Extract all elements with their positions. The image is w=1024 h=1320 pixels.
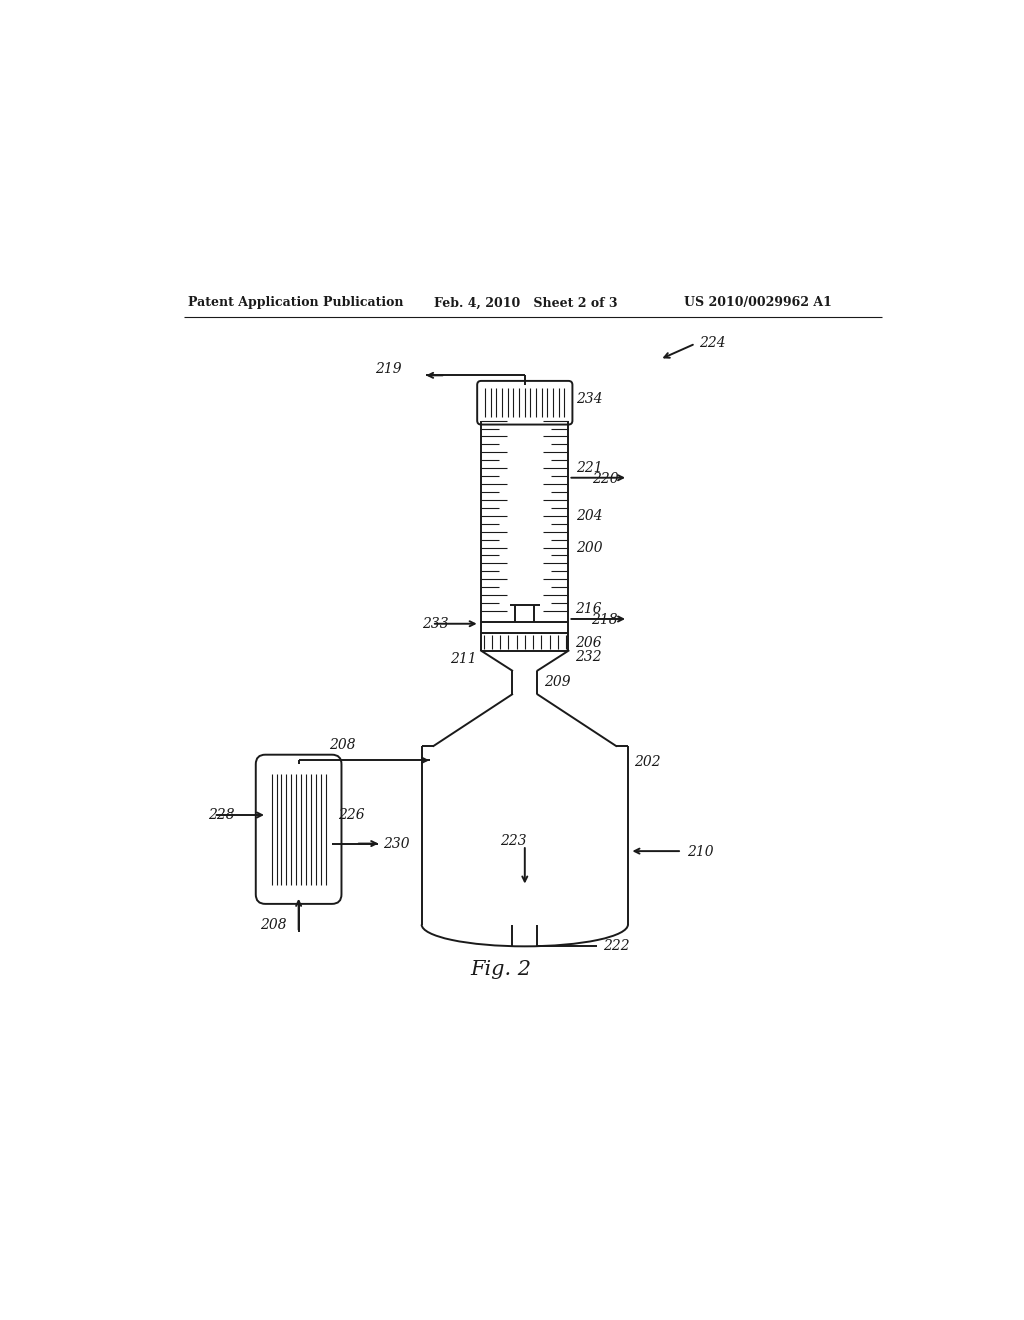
FancyBboxPatch shape [256,755,341,904]
Text: 223: 223 [500,834,526,849]
FancyBboxPatch shape [477,381,572,425]
Text: 200: 200 [577,541,603,556]
Text: 211: 211 [451,652,477,665]
Text: 218: 218 [591,612,617,627]
Text: 219: 219 [375,362,401,376]
Text: 221: 221 [577,461,603,475]
Text: 210: 210 [687,845,714,859]
Text: 228: 228 [208,808,234,822]
Text: Fig. 2: Fig. 2 [470,960,531,979]
Text: 208: 208 [329,738,355,752]
Text: 224: 224 [699,335,726,350]
Text: 204: 204 [577,508,603,523]
Text: 208: 208 [260,917,287,932]
Text: US 2010/0029962 A1: US 2010/0029962 A1 [684,297,831,309]
Text: Feb. 4, 2010   Sheet 2 of 3: Feb. 4, 2010 Sheet 2 of 3 [433,297,617,309]
Text: 232: 232 [574,649,601,664]
Text: 233: 233 [422,616,449,631]
Text: 222: 222 [602,939,629,953]
Text: 216: 216 [574,602,601,616]
Text: 209: 209 [544,676,570,689]
Text: Patent Application Publication: Patent Application Publication [187,297,403,309]
Text: 206: 206 [574,636,601,649]
Text: 220: 220 [592,471,618,486]
Text: 230: 230 [383,837,410,850]
Text: 234: 234 [577,392,603,405]
Text: 226: 226 [338,808,365,822]
Text: 202: 202 [634,755,660,768]
